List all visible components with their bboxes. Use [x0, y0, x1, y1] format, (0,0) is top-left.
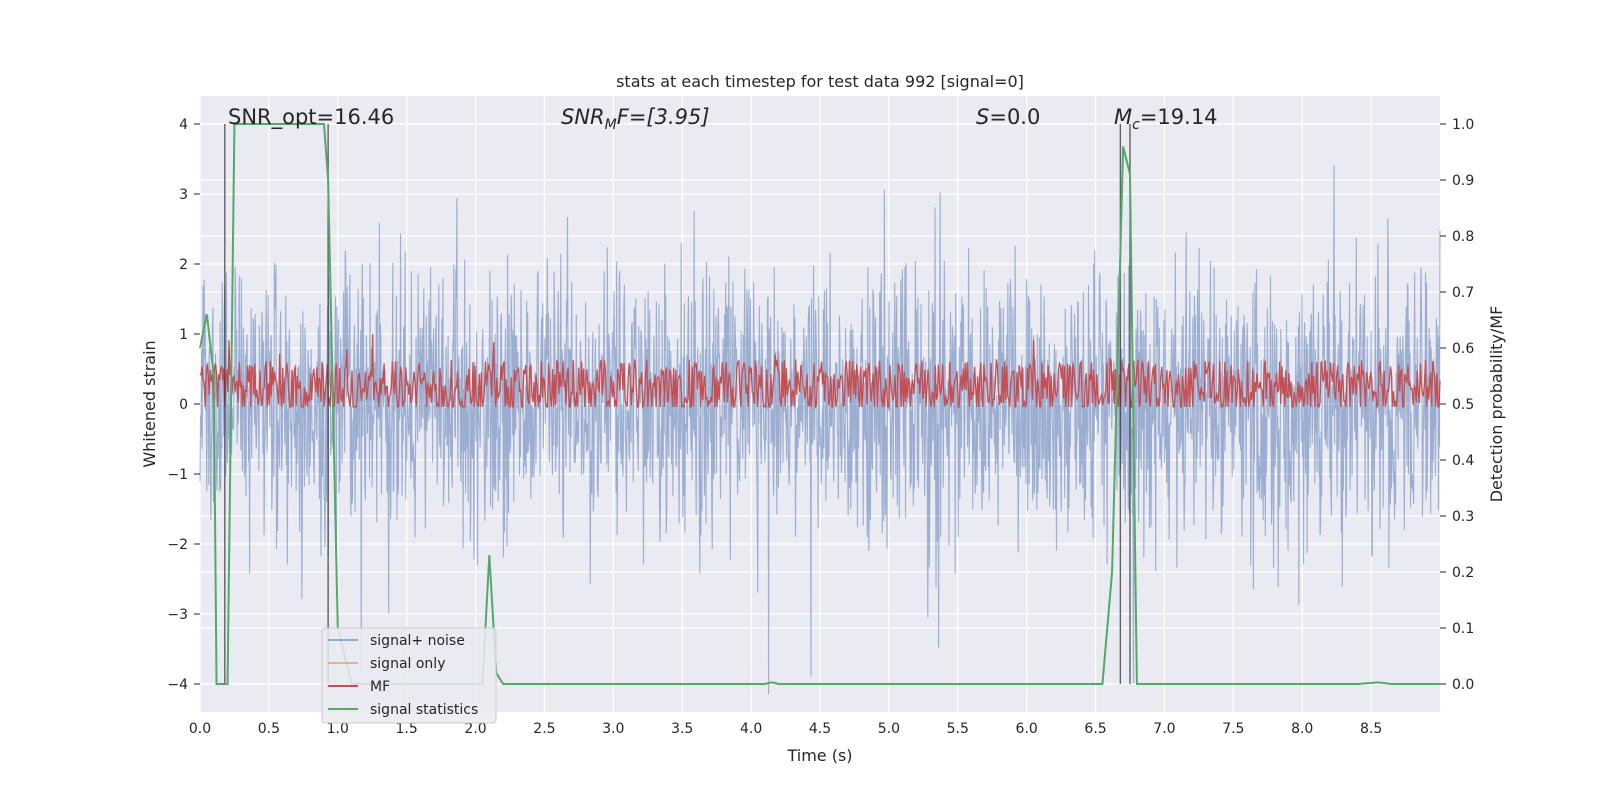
- y-right-tick-label: 0.2: [1452, 565, 1474, 581]
- x-tick-label: 2.0: [464, 721, 486, 737]
- legend-label-signal-only: signal only: [370, 656, 445, 672]
- y-axis-right-label: Detection probability/MF: [1487, 306, 1506, 503]
- x-tick-label: 6.5: [1084, 721, 1106, 737]
- y-tick-label: 1: [179, 327, 188, 343]
- line-signal-statistics: [199, 123, 1440, 685]
- annotation-s-var: S: [976, 105, 989, 129]
- x-axis-ticks: 0.0 0.5 1.0 1.5 2.0 2.5 3.0 3.5 4.0 4.5 5.0 5.5 6.0 6…: [189, 721, 1382, 737]
- y-tick-label: −4: [167, 677, 188, 693]
- y-right-tick-label: 1.0: [1452, 117, 1474, 133]
- y-right-tick-label: 0.9: [1452, 173, 1474, 189]
- y-right-tick-label: 0.3: [1452, 509, 1474, 525]
- annotation-mc-var: M: [1114, 105, 1132, 129]
- legend-label-signal-noise: signal+ noise: [370, 633, 465, 649]
- x-tick-label: 7.0: [1153, 721, 1175, 737]
- annotation-mc-rest: =19.14: [1140, 105, 1218, 129]
- y-tick-label: 4: [179, 117, 188, 133]
- chart-title: stats at each timestep for test data 992…: [616, 72, 1024, 91]
- y-right-tick-label: 0.7: [1452, 285, 1474, 301]
- y-right-tick-label: 0.1: [1452, 621, 1474, 637]
- annotation-snr-mf-sub: M: [605, 117, 617, 133]
- x-tick-label: 0.0: [189, 721, 211, 737]
- y-tick-label: −1: [167, 467, 188, 483]
- x-tick-label: 1.0: [327, 721, 349, 737]
- x-tick-label: 3.0: [602, 721, 624, 737]
- y-axis-right-ticks: 1.0 0.9 0.8 0.7 0.6 0.5 0.4 0.3 0.2 0.1 0.0: [1440, 117, 1474, 693]
- legend-label-signal-statistics: signal statistics: [370, 702, 478, 718]
- y-axis-label: Whitened strain: [140, 340, 159, 467]
- y-right-tick-label: 0.5: [1452, 397, 1474, 413]
- x-tick-label: 0.5: [258, 721, 280, 737]
- grid: [199, 96, 1440, 712]
- y-tick-label: −3: [167, 607, 188, 623]
- x-tick-label: 2.5: [533, 721, 555, 737]
- x-tick-label: 5.5: [947, 721, 969, 737]
- series-mf: [199, 333, 1441, 410]
- annotation-snr-mf: SNRMF=[3.95]: [561, 105, 710, 133]
- annotation-snr-mf-rest: F=[3.95]: [617, 105, 710, 129]
- legend-label-mf: MF: [370, 679, 390, 695]
- annotation-mc-sub: c: [1132, 117, 1140, 133]
- annotation-snr-opt: SNR_opt=16.46: [228, 105, 394, 130]
- y-tick-label: 2: [179, 257, 188, 273]
- x-tick-label: 5.0: [878, 721, 900, 737]
- legend: signal+ noise signal only MF signal stat…: [321, 627, 497, 724]
- x-tick-label: 7.5: [1222, 721, 1244, 737]
- y-right-tick-label: 0.6: [1452, 341, 1474, 357]
- y-right-tick-label: 0.4: [1452, 453, 1474, 469]
- annotation-s-rest: =0.0: [989, 105, 1040, 129]
- y-tick-label: 3: [179, 187, 188, 203]
- legend-box: [321, 627, 497, 724]
- x-tick-label: 8.0: [1291, 721, 1313, 737]
- x-tick-label: 6.0: [1016, 721, 1038, 737]
- annotation-mc: Mc=19.14: [1114, 105, 1218, 133]
- y-right-tick-label: 0.8: [1452, 229, 1474, 245]
- y-tick-label: −2: [167, 537, 188, 553]
- y-right-tick-label: 0.0: [1452, 677, 1474, 693]
- line-mf: [199, 333, 1441, 410]
- y-tick-label: 0: [179, 397, 188, 413]
- x-axis-label: Time (s): [786, 746, 852, 765]
- y-axis-ticks: 4 3 2 1 0 −1 −2 −3 −4: [167, 117, 200, 693]
- x-tick-label: 1.5: [396, 721, 418, 737]
- annotation-snr-mf-var: SNR: [561, 105, 605, 129]
- annotation-s: S=0.0: [976, 105, 1040, 129]
- x-tick-label: 3.5: [671, 721, 693, 737]
- x-tick-label: 8.5: [1360, 721, 1382, 737]
- x-tick-label: 4.0: [740, 721, 762, 737]
- x-tick-label: 4.5: [809, 721, 831, 737]
- series-signal-statistics: [199, 123, 1440, 685]
